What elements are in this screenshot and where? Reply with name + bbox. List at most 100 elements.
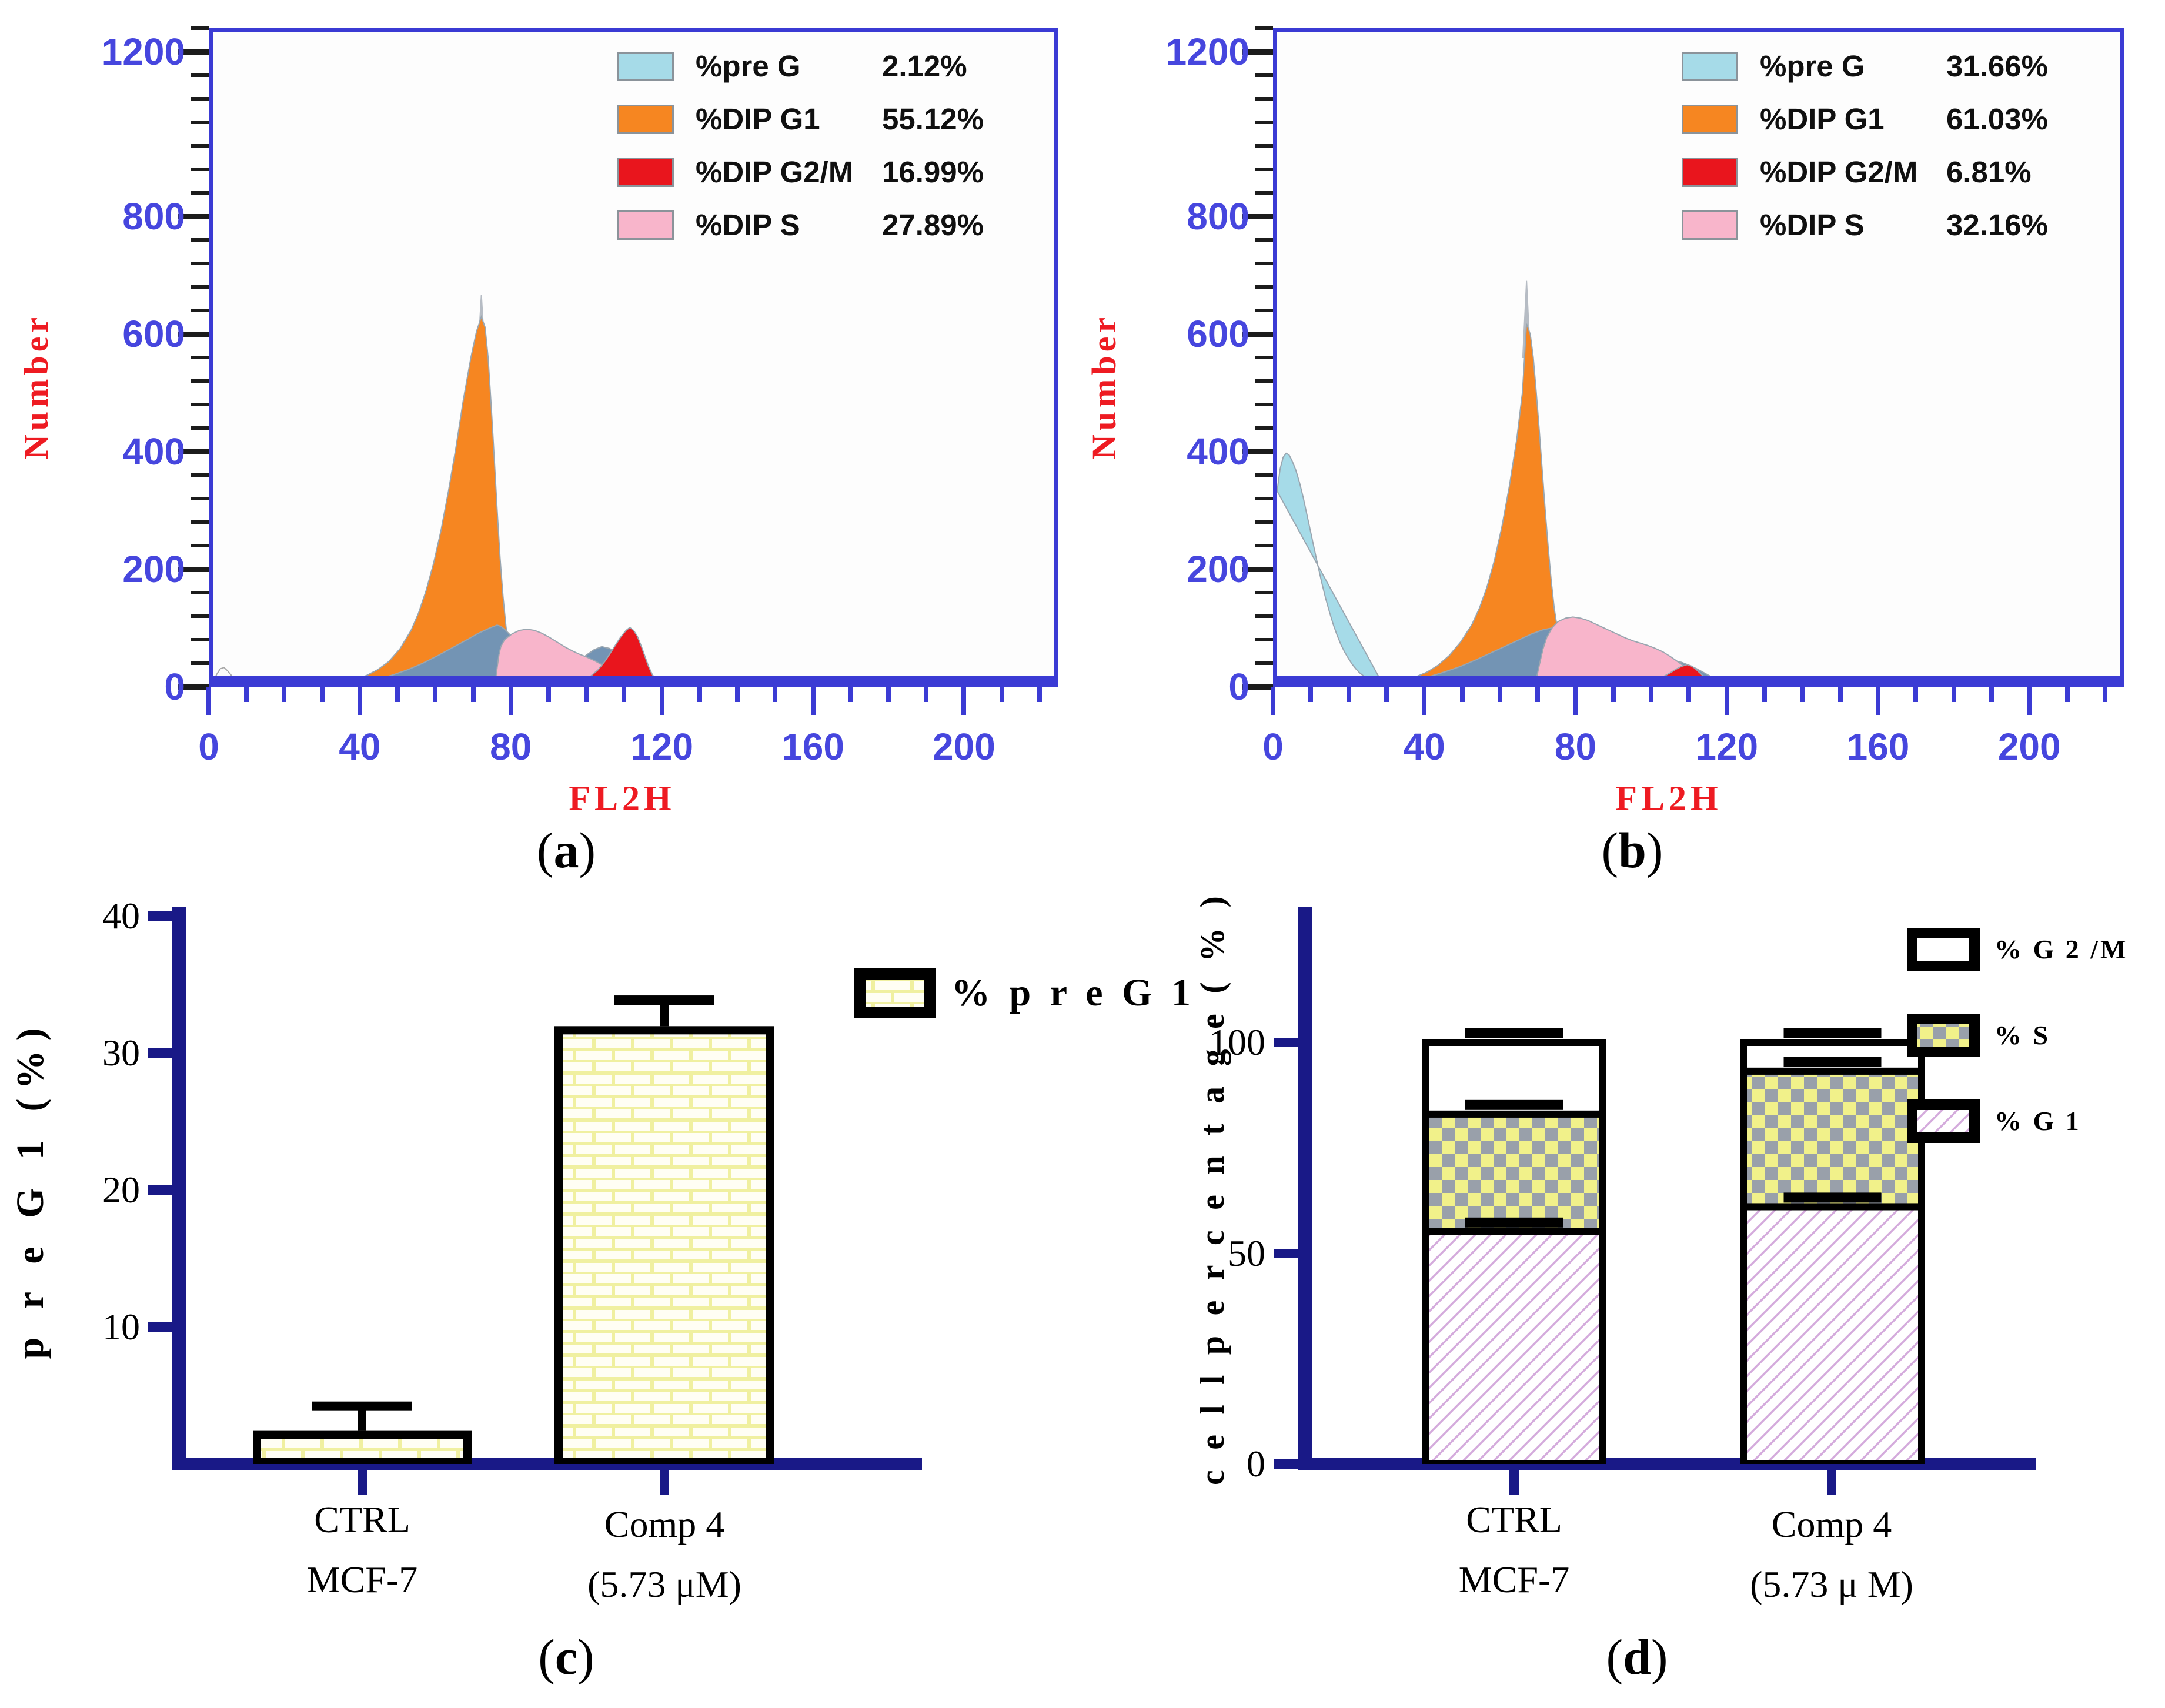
y-axis-tick-label: 200 — [122, 548, 185, 590]
x-category-ctrl-line2: MCF-7 — [306, 1559, 418, 1600]
stacked-segment-G2M-1 — [1740, 1039, 1925, 1075]
x-axis-tick-label: 200 — [933, 726, 995, 768]
x-axis-minor-tick — [1346, 687, 1351, 702]
x-axis-minor-tick — [1837, 687, 1843, 702]
legend-label: %DIP G2/M — [696, 155, 854, 189]
x-axis-major-tick — [961, 687, 967, 715]
y-axis-title-b: Number — [1085, 313, 1123, 460]
x-axis-tick-label: 80 — [490, 726, 532, 768]
x-axis-minor-tick — [1308, 687, 1314, 702]
y-axis-minor-tick — [1255, 191, 1273, 195]
y-axis-minor-tick — [1255, 403, 1273, 406]
error-bar-cap — [1465, 1028, 1563, 1038]
histogram-b — [1277, 32, 2120, 683]
x-category-comp4-line2: (5.73 μ M) — [1750, 1563, 1913, 1605]
y-axis-minor-tick — [1255, 121, 1273, 124]
x-axis-minor-tick — [433, 687, 438, 702]
error-bar-cap — [1783, 1057, 1882, 1067]
y-axis-minor-tick — [1255, 26, 1273, 30]
legend-swatch-G2M — [1907, 928, 1980, 971]
x-axis-minor-tick — [1037, 687, 1042, 702]
legend-value: 2.12% — [882, 49, 967, 83]
x-axis-tick-label: 160 — [1846, 726, 1910, 768]
x-axis-tick-label: 0 — [198, 726, 219, 768]
y-axis-major-tick — [1242, 566, 1273, 572]
error-bar-stem — [660, 1000, 669, 1027]
y-axis-title-a: Number — [17, 313, 55, 460]
x-axis-minor-tick — [584, 687, 589, 702]
y-axis-major-tick — [1242, 49, 1273, 55]
x-axis-minor-tick — [1762, 687, 1768, 702]
x-category-comp4-line1: Comp 4 — [604, 1503, 725, 1545]
y-axis-minor-tick — [1255, 97, 1273, 101]
y-axis-minor-tick — [1255, 285, 1273, 289]
x-axis-tick-label: 120 — [630, 726, 694, 768]
caption-paren: ) — [577, 1629, 594, 1685]
bar-chart-c — [253, 995, 774, 1464]
stacked-segment-G1-0 — [1422, 1228, 1606, 1464]
caption-d: (d) — [1519, 1627, 1755, 1686]
x-axis-minor-tick — [1649, 687, 1654, 702]
caption-letter: a — [553, 822, 579, 878]
caption-paren: ( — [1601, 822, 1619, 878]
histogram-series-DIP-G2M — [576, 627, 660, 683]
x-axis-minor-tick — [319, 687, 325, 702]
stacked-segment-S-0 — [1422, 1110, 1606, 1235]
x-category-comp4-line1: Comp 4 — [1771, 1503, 1892, 1545]
x-axis-tick-label: 40 — [339, 726, 381, 768]
y-axis-minor-tick — [1255, 356, 1273, 359]
x-axis-title-a: FL2H — [569, 779, 676, 818]
y-axis-minor-tick — [191, 614, 209, 618]
y-axis-minor-tick — [191, 591, 209, 594]
y-axis-line-c — [172, 907, 186, 1470]
y-axis-tick — [148, 911, 172, 921]
legend-value: 32.16% — [1946, 208, 2048, 242]
y-axis-tick-label: 0 — [164, 666, 185, 708]
y-axis-tick — [148, 1185, 172, 1195]
y-axis-tick-label: 0 — [1247, 1443, 1265, 1485]
x-axis-minor-tick — [395, 687, 400, 702]
y-axis-minor-tick — [191, 238, 209, 242]
y-axis-minor-tick — [1255, 614, 1273, 618]
y-axis-tick-label: 10 — [102, 1306, 140, 1348]
x-axis-tick-label: 40 — [1403, 726, 1445, 768]
y-axis-tick-label: 1200 — [1165, 31, 1249, 73]
y-axis-tick — [1274, 1248, 1298, 1258]
x-axis-minor-tick — [1800, 687, 1805, 702]
y-axis-major-tick — [1242, 449, 1273, 454]
x-axis-minor-tick — [622, 687, 627, 702]
y-axis-tick-label: 800 — [1187, 195, 1249, 238]
x-axis-major-tick — [206, 687, 211, 715]
y-axis-title-c: p r e G 1 (%) — [9, 1018, 52, 1359]
x-axis-minor-tick — [886, 687, 891, 702]
y-axis-tick-label: 600 — [122, 313, 185, 355]
legend-label: %DIP G1 — [1760, 102, 1885, 136]
y-axis-tick-label: 40 — [102, 895, 140, 937]
x-axis-minor-tick — [848, 687, 853, 702]
x-axis-line-b — [1277, 676, 2120, 683]
caption-paren: ) — [579, 822, 596, 878]
x-axis-minor-tick — [2102, 687, 2107, 702]
legend-label: %DIP G2/M — [1760, 155, 1918, 189]
y-axis-minor-tick — [191, 661, 209, 665]
error-bar-cap — [1783, 1028, 1882, 1038]
x-axis-tick-label: 0 — [1262, 726, 1284, 768]
y-axis-minor-tick — [191, 26, 209, 30]
y-axis-minor-tick — [191, 403, 209, 406]
x-axis-tick — [358, 1470, 367, 1495]
y-axis-major-tick — [1242, 331, 1273, 337]
x-category-ctrl-line1: CTRL — [1466, 1499, 1562, 1540]
bar-0 — [253, 1430, 472, 1464]
y-axis-minor-tick — [191, 168, 209, 171]
y-axis-minor-tick — [1255, 238, 1273, 242]
legend-swatch-preG1 — [854, 968, 936, 1018]
legend-label-S: % S — [1994, 1020, 2051, 1050]
x-category-ctrl-line2: MCF-7 — [1458, 1559, 1570, 1600]
x-axis-title-b: FL2H — [1615, 779, 1722, 818]
caption-a: (a) — [449, 821, 684, 880]
y-axis-major-tick — [178, 331, 209, 337]
x-axis-tick-label: 120 — [1695, 726, 1759, 768]
y-axis-tick-label: 600 — [1187, 313, 1249, 355]
y-axis-minor-tick — [191, 426, 209, 430]
legend-swatch — [617, 105, 674, 134]
